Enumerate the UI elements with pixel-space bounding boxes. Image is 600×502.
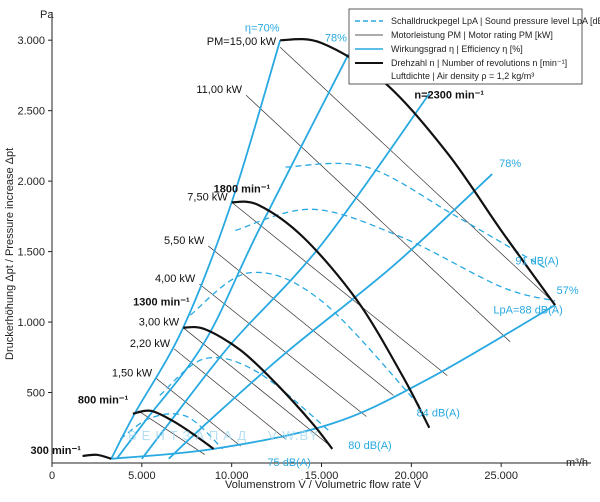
watermark: ВЕНТЗАПАД V-W.BY bbox=[128, 428, 319, 443]
y-tick-label: 2.500 bbox=[17, 106, 45, 118]
sound-curve-2 bbox=[189, 271, 421, 408]
y-axis-title: Druckerhöhung Δpt / Pressure increase Δp… bbox=[4, 148, 16, 360]
curve-labels: 300 min⁻¹ 800 min⁻¹ 1300 min⁻¹ 1800 min⁻¹ n=… bbox=[31, 23, 579, 469]
y-tick-label: 3.000 bbox=[17, 35, 45, 47]
annotation-label-0: η=70% bbox=[245, 23, 280, 35]
y-tick-label: 1.000 bbox=[17, 317, 45, 329]
power-line-4 bbox=[199, 283, 367, 417]
sound-curve-3 bbox=[235, 208, 556, 302]
sound-curve-1 bbox=[159, 356, 331, 433]
speed-label-0: 300 min⁻¹ bbox=[31, 445, 82, 457]
annotation-label-9: 75 dB(A) bbox=[267, 457, 310, 469]
power-label-4: 4,00 kW bbox=[155, 273, 196, 285]
efficiency-curve-0 bbox=[110, 39, 282, 460]
x-tick-label: 0 bbox=[49, 470, 55, 482]
speed-label-2: 1300 min⁻¹ bbox=[133, 297, 190, 309]
x-tick-label: 25.000 bbox=[484, 470, 518, 482]
power-label-7: 1,50 kW bbox=[112, 367, 153, 379]
power-label-3: 5,50 kW bbox=[164, 235, 205, 247]
efficiency-curve-2 bbox=[141, 93, 431, 460]
speed-curve-2 bbox=[183, 325, 334, 450]
annotation-label-4: 57% bbox=[557, 285, 579, 297]
legend-speed-label: Drehzahl n | Number of revolutions n [mi… bbox=[391, 58, 567, 68]
power-line-0 bbox=[279, 46, 556, 304]
watermark-text-right: V-W.BY bbox=[268, 428, 319, 443]
x-tick-label: 10.000 bbox=[215, 470, 249, 482]
annotation-label-5: 91 dB(A) bbox=[515, 255, 558, 267]
legend-sound-label: Schalldruckpegel LpA | Sound pressure le… bbox=[391, 16, 600, 26]
speed-curve-0 bbox=[82, 453, 112, 460]
power-label-1: 11,00 kW bbox=[196, 84, 242, 96]
power-label-0: PM=15,00 kW bbox=[207, 36, 277, 48]
y-tick-label: 500 bbox=[27, 388, 45, 400]
x-tick-label: 5.000 bbox=[128, 470, 156, 482]
efficiency-curve-4 bbox=[111, 304, 556, 460]
speed-curve-4 bbox=[280, 38, 556, 306]
power-line-1 bbox=[245, 94, 511, 343]
annotation-label-3: 78% bbox=[499, 158, 521, 170]
y-tick-label: 1.500 bbox=[17, 247, 45, 259]
x-unit-label: m³/h bbox=[566, 457, 588, 469]
annotation-label-1: 78% bbox=[325, 33, 347, 45]
power-line-5 bbox=[182, 327, 331, 447]
x-tick-label: 15.000 bbox=[305, 470, 339, 482]
legend: Schalldruckpegel LpA | Sound pressure le… bbox=[348, 8, 600, 85]
x-axis-title: Volumenstrom V̇ / Volumetric flow rate V… bbox=[225, 478, 422, 491]
legend-density-label: Luftdichte | Air density ρ = 1,2 kg/m³ bbox=[391, 71, 534, 81]
sound-curve-4 bbox=[285, 162, 547, 270]
x-tick-label: 20.000 bbox=[395, 470, 429, 482]
power-label-2: 7,50 kW bbox=[187, 191, 228, 203]
sound-curve-0 bbox=[119, 413, 224, 450]
power-label-5: 3,00 kW bbox=[139, 317, 180, 329]
power-line-2 bbox=[231, 201, 448, 376]
legend-power-label: Motorleistung PM | Motor rating PM [kW] bbox=[391, 30, 553, 40]
annotation-label-6: LpA=88 dB(A) bbox=[493, 305, 562, 317]
speed-curve-1 bbox=[132, 409, 215, 450]
legend-box bbox=[348, 8, 583, 85]
efficiency-curve-1 bbox=[115, 53, 350, 460]
annotation-label-8: 80 dB(A) bbox=[348, 440, 391, 452]
annotation-label-7: 84 dB(A) bbox=[417, 407, 460, 419]
axes: 0 5.000 10.000 15.000 20.000 25.000 500 1.000 1.… bbox=[17, 12, 591, 482]
speed-label-1: 800 min⁻¹ bbox=[78, 395, 129, 407]
y-unit-label: Pa bbox=[40, 9, 54, 21]
speed-label-4: n=2300 min⁻¹ bbox=[414, 89, 484, 101]
speed-curve-3 bbox=[231, 200, 431, 429]
curves bbox=[82, 38, 556, 460]
y-tick-label: 2.000 bbox=[17, 176, 45, 188]
legend-efficiency-label: Wirkungsgrad η | Efficiency η [%] bbox=[391, 44, 523, 54]
efficiency-curve-3 bbox=[168, 173, 493, 460]
power-label-6: 2,20 kW bbox=[130, 338, 171, 350]
watermark-text-left: ВЕНТЗАПАД bbox=[128, 428, 251, 443]
speed-label-3: 1800 min⁻¹ bbox=[214, 183, 271, 195]
